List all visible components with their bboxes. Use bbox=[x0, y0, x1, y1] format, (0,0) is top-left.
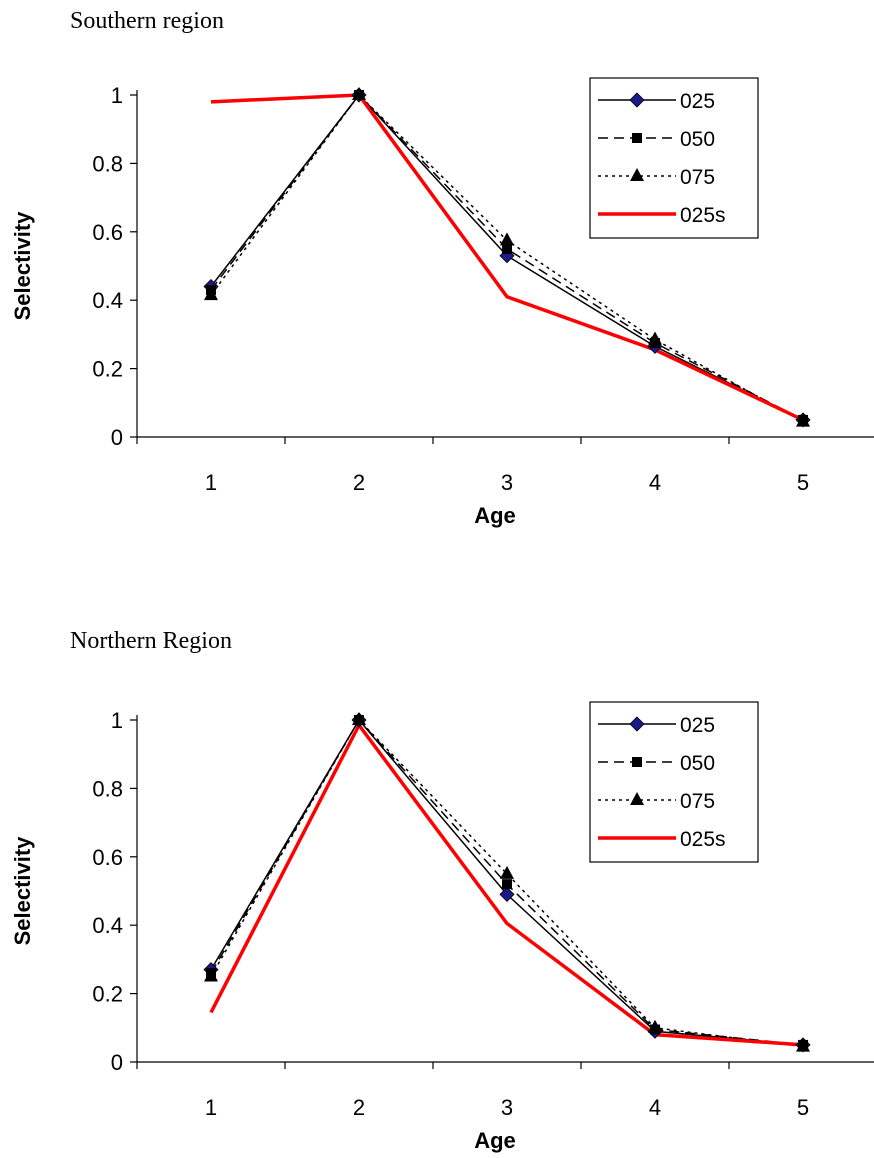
series-line-025s bbox=[209, 721, 804, 1047]
southern-region-plot: 0 0.2 0.4 0.6 0.8 1 1 2 3 4 5 Age Selectivity 025 050 0… bbox=[10, 77, 874, 528]
y-tick-label: 0.8 bbox=[92, 151, 123, 176]
x-tick-label: 3 bbox=[501, 1095, 513, 1120]
series-point-075 bbox=[352, 87, 366, 100]
x-tick-label: 3 bbox=[501, 470, 513, 495]
y-tick-label: 0 bbox=[111, 425, 123, 450]
y-tick-label: 1 bbox=[111, 83, 123, 108]
legend-marker-025 bbox=[629, 92, 645, 108]
y-axis-title: Selectivity bbox=[10, 211, 35, 321]
series-point-075 bbox=[796, 413, 810, 427]
legend-label: 075 bbox=[680, 166, 715, 189]
series-point-075 bbox=[500, 232, 514, 246]
y-tick-label: 0 bbox=[111, 1050, 123, 1075]
y-tick-label: 0.4 bbox=[92, 913, 123, 938]
series-point-025 bbox=[499, 886, 515, 902]
southern-region-chart: Southern region 0 0.2 0.4 0.6 0.8 1 1 2 3 4 5 Age Se… bbox=[0, 0, 874, 560]
chart-title: Northern Region bbox=[70, 628, 232, 654]
legend-label: 050 bbox=[680, 128, 715, 151]
legend-marker-075 bbox=[630, 792, 644, 805]
y-tick-label: 0.2 bbox=[92, 982, 123, 1007]
x-axis-title: Age bbox=[474, 1128, 516, 1153]
y-tick-label: 1 bbox=[111, 708, 123, 733]
y-axis-title: Selectivity bbox=[10, 836, 35, 946]
chart-title: Southern region bbox=[70, 8, 224, 34]
x-tick-label: 5 bbox=[797, 1095, 809, 1120]
northern-region-chart: Northern Region 0 0.2 0.4 0.6 0.8 1 1 2 3 4 5 Age Se… bbox=[0, 620, 874, 1158]
series-point-075 bbox=[352, 712, 366, 725]
series-line-075 bbox=[210, 718, 804, 1048]
y-tick-label: 0.6 bbox=[92, 845, 123, 870]
legend-marker-075 bbox=[630, 168, 644, 181]
legend-label: 025 bbox=[680, 714, 715, 737]
y-tick-label: 0.6 bbox=[92, 220, 123, 245]
series-line-050 bbox=[210, 93, 804, 421]
series-point-075 bbox=[500, 865, 514, 879]
x-tick-label: 4 bbox=[649, 1095, 661, 1120]
y-tick-label: 0.8 bbox=[92, 776, 123, 801]
series-line-025s bbox=[210, 93, 804, 422]
x-tick-label: 4 bbox=[649, 470, 661, 495]
legend-box bbox=[589, 701, 759, 863]
series-point-075 bbox=[796, 1038, 810, 1052]
legend-label: 025s bbox=[680, 204, 726, 227]
series-point-075 bbox=[648, 1019, 662, 1033]
x-tick-label: 2 bbox=[353, 1095, 365, 1120]
x-tick-label: 1 bbox=[205, 470, 217, 495]
series-point-050 bbox=[502, 879, 512, 890]
series-point-075 bbox=[204, 287, 218, 301]
legend-marker-025 bbox=[629, 716, 645, 732]
y-tick-label: 0.2 bbox=[92, 357, 123, 382]
legend-label: 025s bbox=[680, 828, 726, 851]
legend-marker-050 bbox=[632, 757, 642, 767]
x-tick-label: 1 bbox=[205, 1095, 217, 1120]
x-axis-title: Age bbox=[474, 503, 516, 528]
legend-marker-050 bbox=[632, 133, 642, 143]
legend-label: 075 bbox=[680, 790, 715, 813]
y-tick-label: 0.4 bbox=[92, 288, 123, 313]
legend-label: 050 bbox=[680, 752, 715, 775]
northern-region-plot: 0 0.2 0.4 0.6 0.8 1 1 2 3 4 5 Age Selectivity 025 050 0… bbox=[10, 701, 874, 1153]
legend-label: 025 bbox=[680, 90, 715, 113]
series-point-050 bbox=[502, 243, 512, 254]
legend-box bbox=[589, 77, 759, 239]
series-point-075 bbox=[648, 331, 662, 345]
x-tick-label: 2 bbox=[353, 470, 365, 495]
x-tick-label: 5 bbox=[797, 470, 809, 495]
series-point-075 bbox=[204, 968, 218, 982]
